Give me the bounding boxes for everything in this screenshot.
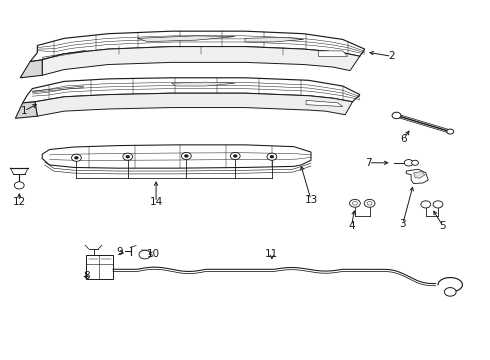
Text: 3: 3 — [399, 219, 406, 229]
Polygon shape — [138, 36, 235, 41]
Polygon shape — [406, 169, 428, 184]
Polygon shape — [42, 145, 311, 168]
Circle shape — [404, 159, 413, 166]
Circle shape — [364, 199, 375, 207]
Polygon shape — [86, 255, 113, 279]
Text: 6: 6 — [400, 134, 407, 144]
Text: 10: 10 — [147, 248, 160, 258]
Circle shape — [412, 160, 418, 165]
Circle shape — [126, 155, 130, 158]
Text: 9: 9 — [116, 247, 122, 257]
Circle shape — [444, 288, 456, 296]
Circle shape — [184, 154, 188, 157]
Text: 7: 7 — [366, 158, 372, 168]
Text: 12: 12 — [13, 197, 26, 207]
Polygon shape — [172, 82, 235, 86]
Circle shape — [74, 156, 78, 159]
Text: 14: 14 — [149, 197, 163, 207]
Circle shape — [349, 199, 360, 207]
Text: 4: 4 — [348, 221, 355, 231]
Polygon shape — [20, 60, 42, 78]
Circle shape — [447, 129, 454, 134]
Polygon shape — [414, 171, 425, 178]
Circle shape — [392, 112, 401, 119]
Circle shape — [270, 155, 274, 158]
Circle shape — [139, 250, 151, 259]
Circle shape — [267, 153, 277, 160]
Circle shape — [181, 152, 191, 159]
Polygon shape — [15, 102, 37, 118]
Circle shape — [14, 182, 24, 189]
Circle shape — [421, 201, 431, 208]
Polygon shape — [318, 51, 347, 56]
Polygon shape — [35, 93, 352, 116]
Circle shape — [352, 202, 357, 205]
Circle shape — [123, 153, 133, 160]
Polygon shape — [306, 100, 343, 107]
Text: 5: 5 — [440, 221, 446, 231]
Circle shape — [433, 201, 443, 208]
Polygon shape — [23, 78, 360, 103]
Circle shape — [72, 154, 81, 161]
Polygon shape — [42, 46, 360, 75]
Circle shape — [230, 152, 240, 159]
Text: 1: 1 — [21, 106, 27, 116]
Text: 8: 8 — [83, 271, 90, 281]
Text: 2: 2 — [388, 51, 395, 61]
Circle shape — [233, 154, 237, 157]
Text: 13: 13 — [304, 195, 318, 205]
Polygon shape — [30, 31, 365, 62]
Polygon shape — [245, 37, 304, 42]
Circle shape — [367, 202, 372, 205]
Text: 11: 11 — [265, 248, 278, 258]
